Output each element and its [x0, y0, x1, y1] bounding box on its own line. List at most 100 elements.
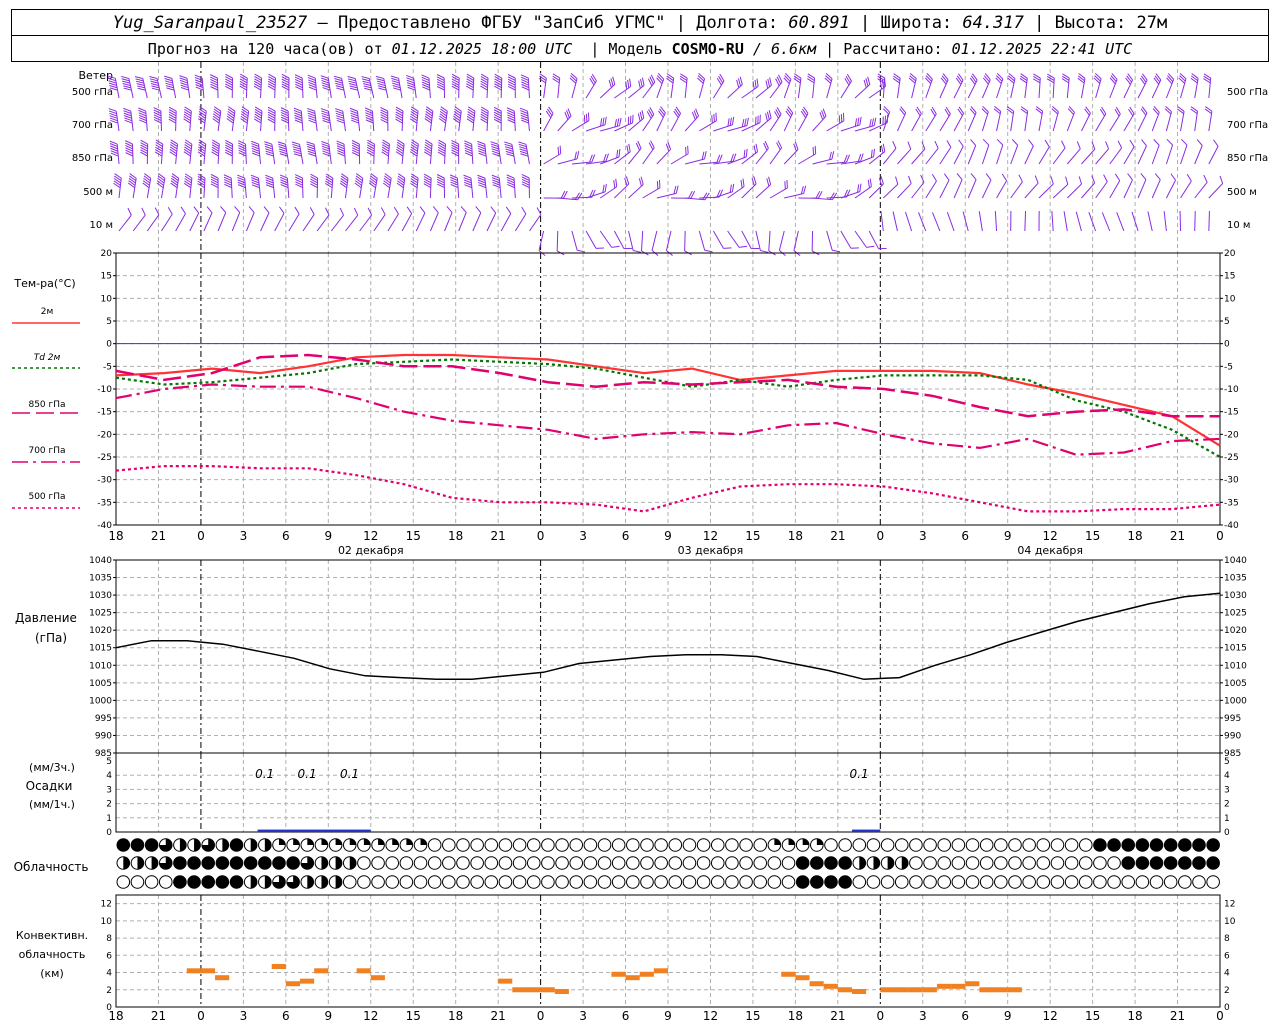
wind-barb-feather [157, 175, 165, 182]
cloud-circle [810, 856, 824, 870]
bottom-time-tick-label: 0 [197, 1009, 205, 1023]
wind-barb-shaft [373, 178, 378, 199]
cloud-symbol [880, 838, 895, 852]
wind-barb-shaft [1088, 212, 1097, 232]
wind-barb-feather [391, 77, 400, 82]
cloud-symbol [1121, 875, 1136, 889]
wind-barb-feather [1126, 75, 1132, 83]
wind-barb-shaft [341, 78, 346, 99]
wind-barb-feather [393, 206, 399, 215]
cloud-fill [420, 838, 427, 845]
wind-barb-feather [395, 111, 403, 117]
wind-barb-feather [970, 139, 977, 146]
wind-barb-feather [292, 148, 301, 152]
cloud-circle [951, 838, 966, 852]
wind-barb-shaft [1194, 210, 1196, 232]
wind-barb-feather [1213, 139, 1219, 147]
cloud-symbol [484, 838, 499, 852]
wind-barb-feather [306, 141, 315, 145]
pressure-ytick-right: 1015 [1224, 644, 1247, 654]
wind-barb-feather [397, 175, 405, 181]
wind-barb-feather [520, 112, 529, 117]
cloud-symbol [1064, 875, 1079, 889]
wind-barb-feather [878, 177, 883, 186]
wind-barb-feather [395, 109, 404, 114]
wind-barb-feather [1020, 73, 1028, 79]
wind-barb-feather [351, 140, 360, 145]
wind-barb-feather [519, 148, 528, 152]
wind-barb-feather [138, 109, 147, 114]
wind-barb-shaft [387, 144, 390, 165]
wind-barb-feather [984, 73, 991, 80]
wind-barb-feather [166, 87, 175, 91]
wind-barb-shaft [1038, 146, 1050, 165]
wind-barb-feather [153, 111, 162, 117]
wind-barb-feather [241, 108, 249, 114]
cloud-circle [569, 838, 584, 852]
wind-barb-feather [355, 175, 363, 182]
wind-barb-feather [1203, 75, 1211, 81]
conv-segment [837, 987, 852, 993]
cloud-circle [116, 875, 131, 889]
wind-barb-feather [569, 77, 577, 84]
wind-barb-feather [1093, 77, 1101, 84]
wind-barb-feather [1051, 108, 1059, 115]
wind-barb-feather [155, 146, 163, 152]
wind-barb-feather [602, 117, 605, 126]
conv-ytick-right: 2 [1224, 986, 1230, 996]
wind-barb-feather [169, 151, 177, 157]
wind-barb-shaft [1109, 113, 1121, 132]
wind-barb-feather [210, 183, 219, 189]
wind-barb-feather [697, 77, 704, 84]
wind-barb-feather [225, 139, 233, 145]
cloud-circle [597, 875, 612, 889]
wind-barb-feather [348, 80, 357, 84]
wind-barb-shaft [175, 110, 177, 132]
wind-barb-feather [225, 147, 233, 152]
wind-barb-shaft [599, 230, 613, 248]
wind-barb-feather [453, 110, 461, 117]
cloud-symbol [116, 838, 131, 852]
cloud-symbol [130, 856, 145, 870]
wind-barb-feather [453, 115, 461, 122]
cloud-fill [321, 838, 328, 845]
wind-barb-feather [871, 118, 875, 127]
wind-barb-feather [210, 178, 219, 184]
wind-barb-feather [240, 113, 249, 119]
wind-barb-feather [451, 73, 460, 79]
wind-barb-shaft [784, 193, 804, 199]
wind-barb-shaft [245, 143, 247, 165]
wind-barb-shaft [1194, 182, 1208, 199]
time-tick-label: 15 [406, 529, 421, 543]
wind-barb-feather [1114, 173, 1121, 181]
wind-barb-shaft [585, 230, 597, 249]
cloud-symbol [116, 856, 131, 870]
wind-barb-feather [695, 108, 699, 117]
wind-barb-shaft [260, 212, 270, 232]
wind-barb-shaft [472, 77, 475, 99]
cloud-symbol [357, 838, 371, 852]
pressure-ytick-left: 1000 [89, 696, 112, 706]
wind-barb-feather [423, 176, 432, 181]
conv-segment [781, 971, 796, 977]
wind-barb-feather [467, 113, 475, 119]
wind-barb-feather [369, 177, 377, 184]
wind-barb-feather [295, 176, 303, 181]
wind-barb-feather [753, 176, 757, 185]
cloud-fill [406, 838, 413, 845]
wind-barb-shaft [128, 78, 134, 99]
wind-barb-shaft [175, 213, 186, 232]
wind-barb-feather [895, 176, 899, 185]
wind-barb-shaft [1123, 113, 1135, 132]
wind-barb-feather [877, 73, 886, 79]
cloud-circle [583, 838, 598, 852]
wind-barb-feather [125, 142, 133, 147]
wind-barb-shaft [543, 153, 561, 165]
bottom-time-tick-label: 21 [151, 1009, 166, 1023]
wind-barb-feather [155, 149, 163, 155]
wind-barb-feather [364, 107, 373, 112]
cloud-circle [866, 838, 881, 852]
wind-barb-feather [125, 149, 134, 155]
wind-barb-feather [307, 148, 316, 152]
wind-barb-shaft [698, 78, 706, 99]
